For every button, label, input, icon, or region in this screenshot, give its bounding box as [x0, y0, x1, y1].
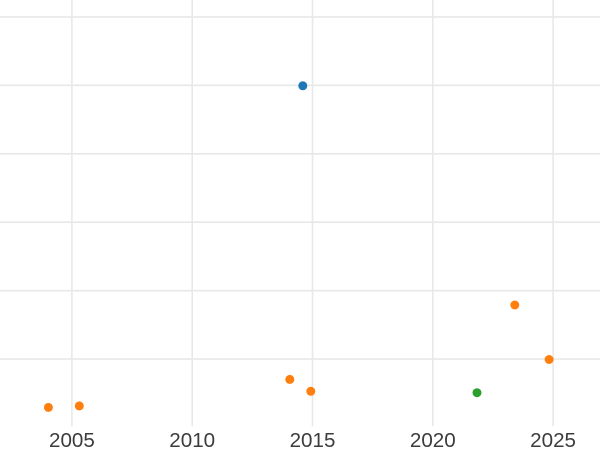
svg-text:2020: 2020 — [410, 429, 456, 450]
svg-text:2005: 2005 — [49, 429, 95, 450]
svg-text:2025: 2025 — [530, 429, 576, 450]
svg-text:2010: 2010 — [169, 429, 215, 450]
svg-text:2015: 2015 — [290, 429, 336, 450]
